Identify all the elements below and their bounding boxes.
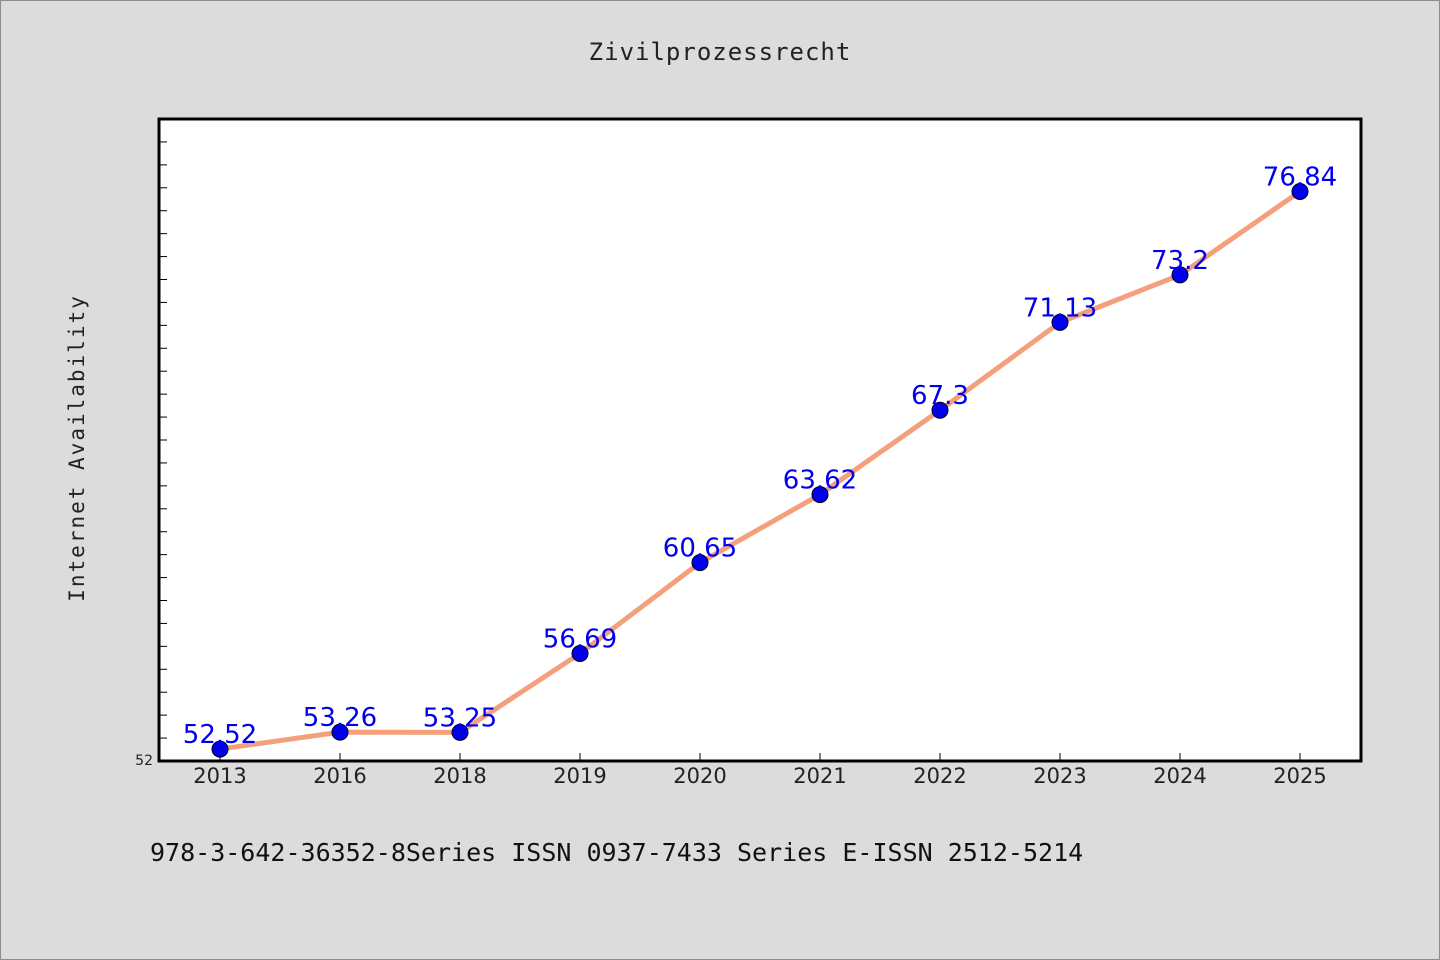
data-point: [331, 723, 349, 741]
data-point: [1171, 266, 1189, 284]
y-axis-label: Internet Availability: [65, 294, 89, 602]
data-point: [811, 486, 829, 504]
data-point: [691, 554, 709, 572]
x-tick-label: 2013: [193, 764, 246, 788]
x-tick-label: 2016: [313, 764, 366, 788]
chart-title: Zivilprozessrecht: [589, 38, 852, 66]
data-label: 53.26: [303, 703, 377, 733]
y-axis-ticks: 52: [135, 118, 167, 769]
x-tick-label: 2020: [673, 764, 726, 788]
x-axis-ticks: 2013 2016 2018 2019 2020 2021 2022 2023 2024 2025: [193, 753, 1327, 788]
series-line: [217, 188, 1303, 752]
data-point: [931, 401, 949, 419]
data-labels: 52.52 53.26 53.25 56.69 60.65 63.62 67.3 71.13 7…: [183, 162, 1337, 750]
x-tick-label: 2023: [1033, 764, 1086, 788]
data-label: 52.52: [183, 720, 257, 750]
data-label: 53.25: [423, 703, 497, 733]
data-label: 71.13: [1023, 293, 1097, 323]
data-label: 76.84: [1263, 162, 1337, 192]
x-tick-label: 2025: [1273, 764, 1326, 788]
data-label: 60.65: [663, 534, 737, 564]
x-tick-label: 2021: [793, 764, 846, 788]
x-tick-label: 2019: [553, 764, 606, 788]
data-label: 67.3: [911, 381, 969, 411]
x-tick-label: 2024: [1153, 764, 1206, 788]
data-point: [571, 644, 589, 662]
y-tick-label: 52: [135, 753, 153, 769]
data-label: 56.69: [543, 624, 617, 654]
data-point: [451, 723, 469, 741]
x-tick-label: 2018: [433, 764, 486, 788]
data-label: 73.2: [1151, 246, 1209, 276]
plot-area: [157, 117, 1363, 763]
data-label: 63.62: [783, 466, 857, 496]
x-tick-label: 2022: [913, 764, 966, 788]
footer-text: 978-3-642-36352-8Series ISSN 0937-7433 S…: [150, 838, 1083, 867]
series-group: [211, 182, 1309, 758]
data-point: [211, 740, 229, 758]
data-point: [1051, 313, 1069, 331]
data-point: [1291, 182, 1309, 200]
